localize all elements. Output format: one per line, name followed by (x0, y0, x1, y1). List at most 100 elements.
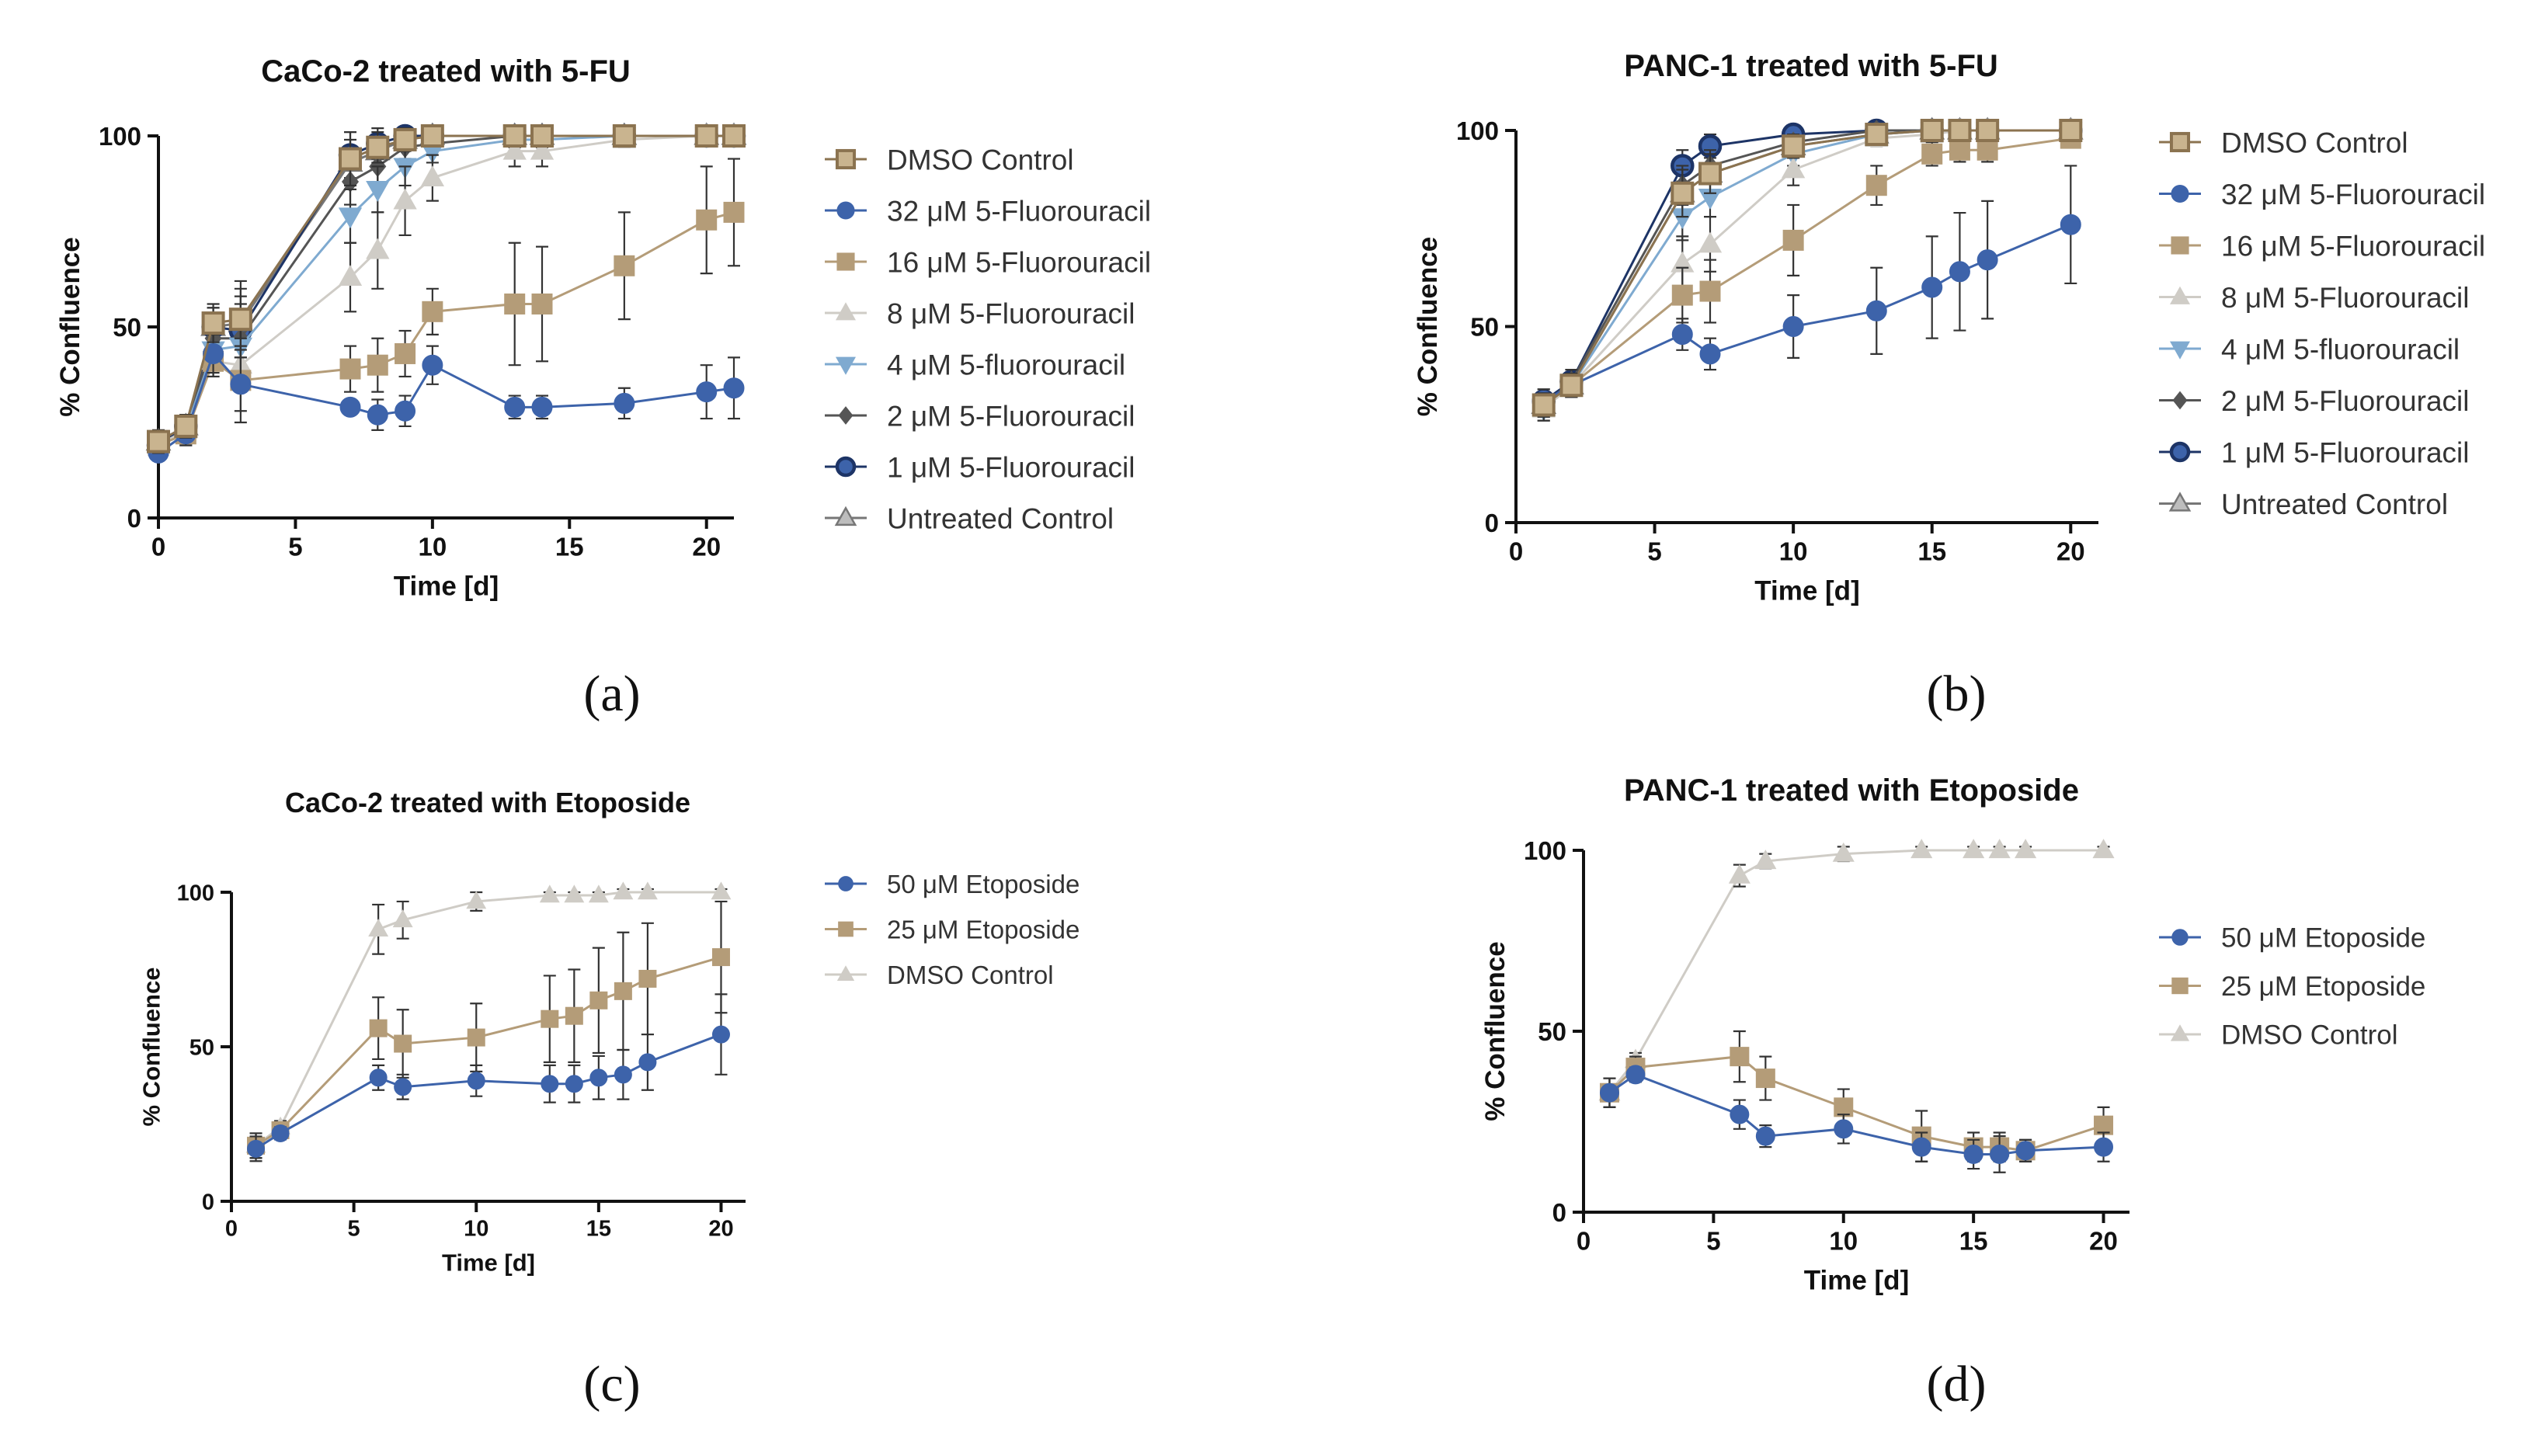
y-tick-label: 100 (99, 122, 141, 151)
data-point (369, 1069, 388, 1087)
legend-label: 50 μM Etoposide (2221, 923, 2425, 954)
data-point (696, 209, 718, 231)
legend-marker (836, 252, 855, 271)
series-line (1542, 223, 2071, 402)
x-tick-label: 10 (1829, 1227, 1858, 1256)
data-point (1911, 1137, 1931, 1157)
x-axis-title: Time [d] (394, 571, 499, 601)
data-point (588, 884, 609, 903)
y-tick-label: 0 (202, 1190, 214, 1214)
data-point (2060, 214, 2081, 235)
data-point (1963, 839, 1985, 859)
data-point (366, 238, 390, 259)
data-point (1730, 1047, 1750, 1067)
x-tick-label: 0 (1509, 537, 1523, 566)
x-axis-title: Time [d] (1804, 1265, 1909, 1295)
legend-label: 4 μM 5-fluorouracil (2221, 333, 2460, 365)
legend-entry: 1 μM 5-Fluorouracil (825, 451, 1135, 483)
data-point (422, 301, 443, 322)
data-point (1730, 1104, 1750, 1124)
data-point (394, 1034, 412, 1053)
data-point (614, 1065, 632, 1084)
panel-caption: (c) (583, 1356, 640, 1413)
y-tick-label: 50 (1470, 312, 1499, 341)
series-2 (1598, 839, 2115, 1108)
y-tick-label: 100 (177, 881, 214, 905)
data-point (614, 392, 635, 414)
data-point (1671, 284, 1693, 306)
data-point (1963, 1144, 1983, 1164)
data-point (531, 293, 553, 314)
chart-title: PANC-1 treated with 5-FU (1624, 49, 1998, 83)
panel-caption: (d) (1927, 1356, 1987, 1413)
legend-entry: 25 μM Etoposide (825, 915, 1080, 943)
legend-entry: DMSO Control (825, 961, 1054, 989)
data-point (565, 1075, 583, 1093)
y-tick-label: 0 (127, 504, 141, 533)
data-point (711, 1025, 730, 1044)
legend-marker (2171, 929, 2189, 946)
data-point (589, 1069, 608, 1087)
data-point (1671, 181, 1695, 205)
legend-entry: DMSO Control (2159, 127, 2408, 158)
data-point (1698, 162, 1722, 186)
data-point (393, 127, 417, 151)
legend-label: 16 μM 5-Fluorouracil (887, 246, 1151, 278)
legend-entry: 32 μM 5-Fluorouracil (2159, 179, 2485, 210)
data-point (1977, 139, 1998, 161)
data-point (1782, 134, 1806, 158)
data-point (339, 147, 362, 171)
data-point (338, 207, 363, 229)
data-point (369, 1019, 388, 1037)
data-point (339, 358, 361, 380)
data-point (392, 909, 413, 928)
legend-label: Untreated Control (887, 502, 1114, 534)
series-0 (147, 124, 746, 454)
chart-panc1-etoposide: PANC-1 treated with Etoposide 0 5 10 15 20 0 50… (1480, 773, 2426, 1413)
legend-entry: DMSO Control (2159, 1020, 2398, 1051)
legend-entry: 4 μM 5-fluorouracil (825, 349, 1125, 381)
legend-marker (835, 356, 857, 375)
data-point (1599, 1082, 1619, 1103)
data-point (395, 400, 416, 422)
series-4 (1531, 122, 2083, 422)
x-tick-label: 0 (1577, 1227, 1591, 1256)
data-point (420, 165, 445, 187)
x-tick-label: 0 (151, 533, 165, 561)
data-point (1910, 839, 1933, 859)
data-point (1755, 1126, 1775, 1146)
data-point (1834, 1097, 1854, 1117)
legend-label: 32 μM 5-Fluorouracil (2221, 179, 2485, 210)
data-point (722, 124, 746, 148)
series-2 (245, 881, 732, 1159)
data-point (1988, 839, 2011, 859)
data-point (696, 381, 718, 403)
legend-label: 50 μM Etoposide (887, 870, 1080, 898)
data-point (530, 138, 555, 160)
data-point (1920, 119, 1944, 142)
series-1 (148, 333, 745, 464)
data-point (393, 188, 417, 210)
y-axis-title: % Confluence (55, 237, 85, 416)
data-point (1625, 1065, 1646, 1085)
y-tick-label: 50 (189, 1035, 214, 1060)
data-point (174, 414, 198, 438)
legend-label: DMSO Control (2221, 1020, 2398, 1051)
chart-panc1-5fu: PANC-1 treated with 5-FU 0 5 10 15 20 0 50 100 Ti… (1413, 49, 2485, 722)
x-tick-label: 20 (2056, 537, 2085, 566)
data-point (1728, 864, 1751, 884)
panel-b: PANC-1 treated with 5-FU 0 5 10 15 20 0 50 100 Ti… (1269, 0, 2538, 726)
series-2 (148, 158, 745, 457)
data-point (1531, 393, 1556, 417)
chart-title: PANC-1 treated with Etoposide (1624, 773, 2079, 808)
legend-marker (836, 201, 855, 220)
data-point (1781, 157, 1806, 179)
y-axis-title: % Confluence (137, 968, 165, 1127)
data-point (1698, 231, 1723, 253)
legend-marker (2168, 492, 2192, 512)
legend-marker (2171, 236, 2189, 255)
data-point (467, 1072, 485, 1090)
data-point (723, 201, 745, 223)
data-point (539, 884, 560, 903)
series-1 (247, 900, 730, 1159)
